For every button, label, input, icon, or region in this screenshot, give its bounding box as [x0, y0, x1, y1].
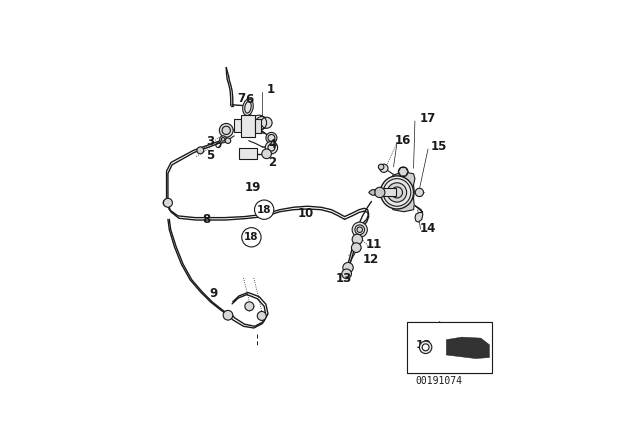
Circle shape	[378, 164, 384, 170]
Circle shape	[343, 263, 353, 273]
Circle shape	[223, 310, 233, 320]
Text: 16: 16	[395, 134, 412, 147]
Circle shape	[262, 149, 271, 159]
Circle shape	[242, 228, 261, 247]
Text: 2: 2	[268, 156, 276, 169]
Bar	[239, 147, 257, 159]
Circle shape	[380, 176, 413, 209]
Circle shape	[342, 269, 351, 279]
Polygon shape	[398, 168, 408, 176]
Circle shape	[257, 311, 266, 320]
Circle shape	[352, 234, 362, 245]
Polygon shape	[369, 190, 375, 195]
Bar	[406, 322, 492, 373]
Polygon shape	[390, 172, 415, 212]
Text: 8: 8	[202, 213, 211, 226]
Text: 5: 5	[206, 149, 214, 162]
Text: 18: 18	[244, 232, 259, 242]
Circle shape	[374, 187, 385, 198]
Circle shape	[163, 198, 172, 207]
Ellipse shape	[243, 99, 253, 116]
Text: 7: 7	[237, 92, 245, 105]
Circle shape	[357, 227, 362, 233]
Text: 15: 15	[430, 140, 447, 153]
Circle shape	[415, 188, 424, 197]
Text: 13: 13	[335, 272, 351, 285]
Bar	[241, 115, 255, 137]
Text: 18: 18	[415, 340, 431, 350]
Circle shape	[220, 136, 227, 143]
Bar	[255, 119, 261, 133]
Circle shape	[163, 199, 170, 206]
Circle shape	[266, 133, 277, 143]
Text: 9: 9	[209, 287, 218, 300]
Text: 4: 4	[268, 138, 276, 151]
Polygon shape	[415, 206, 423, 222]
Polygon shape	[446, 337, 490, 358]
Circle shape	[398, 167, 408, 177]
Text: 12: 12	[363, 253, 380, 266]
Text: 11: 11	[365, 238, 381, 251]
Text: 10: 10	[298, 207, 314, 220]
Circle shape	[197, 147, 204, 154]
Circle shape	[419, 341, 432, 353]
Text: 6: 6	[245, 93, 253, 106]
Bar	[234, 119, 241, 133]
Text: 19: 19	[244, 181, 261, 194]
Text: 00191074: 00191074	[415, 376, 462, 386]
Circle shape	[265, 142, 278, 154]
Text: 17: 17	[419, 112, 435, 125]
Circle shape	[225, 138, 231, 143]
Circle shape	[387, 183, 406, 202]
Circle shape	[255, 200, 274, 220]
Circle shape	[351, 243, 361, 253]
Text: 3: 3	[206, 135, 214, 148]
Text: 18: 18	[257, 205, 271, 215]
Circle shape	[352, 222, 367, 237]
Circle shape	[422, 344, 429, 351]
Bar	[380, 188, 396, 196]
Circle shape	[220, 124, 233, 137]
Circle shape	[261, 117, 272, 128]
Text: 1: 1	[267, 83, 275, 96]
Text: 14: 14	[420, 223, 436, 236]
Circle shape	[255, 116, 268, 129]
Circle shape	[245, 302, 254, 311]
Circle shape	[380, 164, 388, 172]
